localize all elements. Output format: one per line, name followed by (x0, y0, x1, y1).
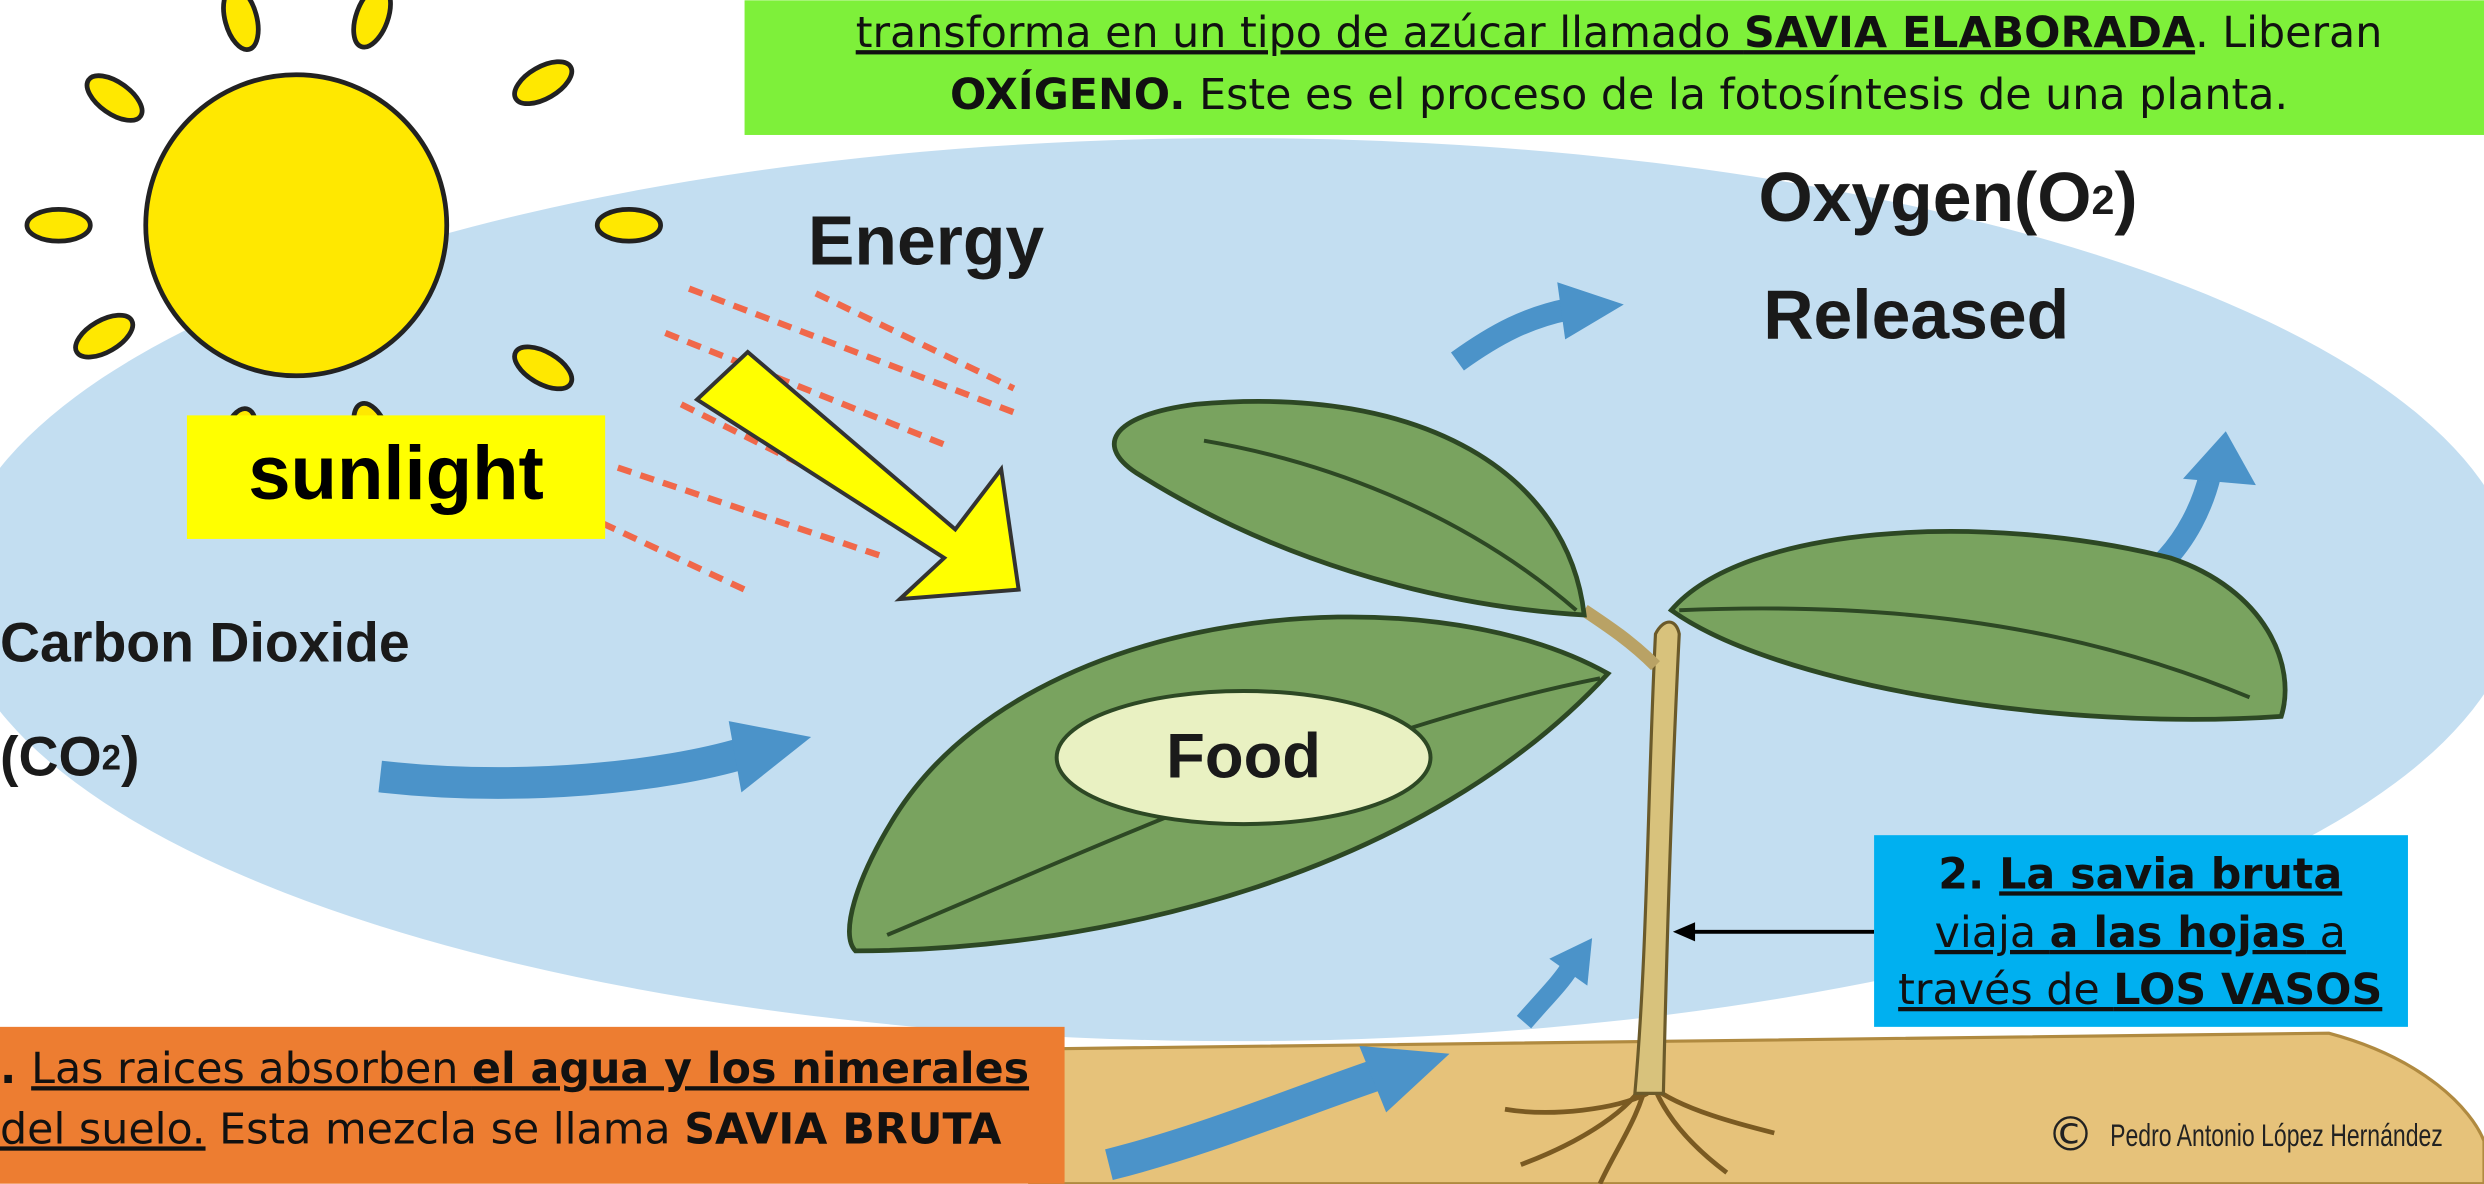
step-1-line: . Las raices absorben el agua y los nime… (0, 1044, 1029, 1094)
released-label: Released (1763, 276, 2069, 354)
text-run: a (2306, 907, 2346, 957)
diagram: Energy Oxygen(O2) Released sunlight Carb… (0, 0, 2484, 1184)
text-run: La savia bruta (1999, 849, 2342, 899)
label-part: Oxygen(O (1758, 158, 2091, 236)
text-run: del suelo. (0, 1104, 206, 1154)
subscript: 2 (2091, 177, 2114, 223)
sun-ray (597, 209, 660, 241)
text-run: SAVIA BRUTA (684, 1104, 1001, 1154)
text-run: viaja (1935, 907, 2050, 957)
energy-label: Energy (808, 201, 1044, 279)
oxygen-label: Oxygen(O2) (1758, 158, 2137, 236)
subscript: 2 (102, 739, 121, 778)
page: {"top_box": {"line_2": ["transforma en u… (0, 0, 2484, 1184)
carbon-dioxide-label: Carbon Dioxide (0, 611, 410, 673)
text-run: 2. (1938, 849, 1999, 899)
step-2-line: través de LOS VASOS (1898, 965, 2382, 1015)
text-run: el agua y los nimerales (472, 1044, 1029, 1094)
text-run: . Liberan (2195, 8, 2382, 58)
top-box-line: transforma en un tipo de azúcar llamado … (856, 8, 2383, 58)
text-run: través de (1898, 965, 2113, 1015)
label-part: (CO (0, 725, 102, 787)
sunlight-label: sunlight (248, 431, 544, 516)
top-box-line: OXÍGENO. Este es el proceso de la fotosí… (950, 68, 2288, 119)
food-label: Food (1166, 721, 1321, 791)
text-run: OXÍGENO. (950, 68, 1185, 119)
text-run: Este es el proceso de la fotosíntesis de… (1185, 69, 2288, 119)
text-run: SAVIA ELABORADA (1744, 8, 2195, 58)
step-2-line: viaja a las hojas a (1935, 907, 2346, 957)
sun-ray (27, 209, 90, 241)
text-run: transforma en un tipo de azúcar llamado (856, 8, 1744, 58)
text-run: LOS VASOS (2113, 965, 2382, 1015)
sun-disc (146, 75, 447, 376)
label-part: ) (121, 725, 139, 787)
label-part: ) (2114, 158, 2137, 236)
step-2-line: 2. La savia bruta (1938, 849, 2342, 899)
step-1-line: del suelo. Esta mezcla se llama SAVIA BR… (0, 1104, 1001, 1154)
text-run: a las hojas (2050, 907, 2306, 957)
copyright-symbol: © (2047, 1108, 2095, 1163)
text-run: . (0, 1044, 31, 1094)
text-run: Las raices absorben (31, 1044, 472, 1094)
text-run: Esta mezcla se llama (206, 1104, 685, 1154)
copyright-author: Pedro Antonio López Hernández (2110, 1117, 2443, 1153)
